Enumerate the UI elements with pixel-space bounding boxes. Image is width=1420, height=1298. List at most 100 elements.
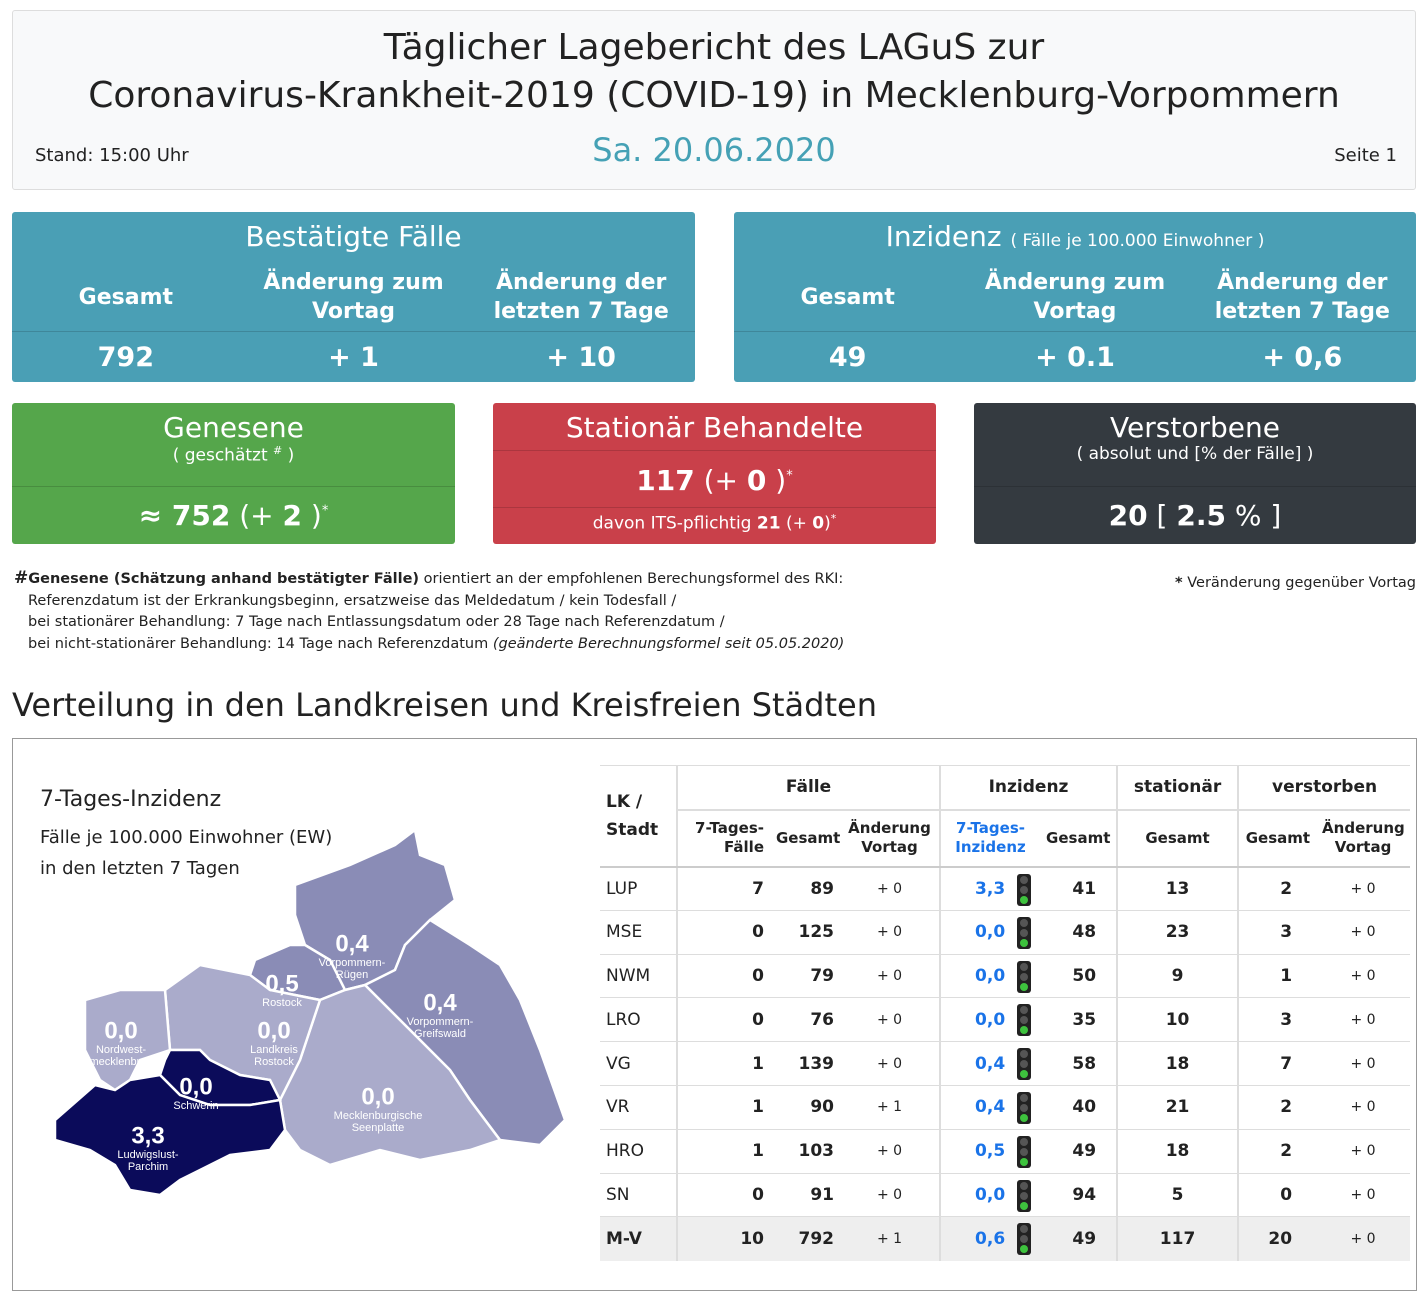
table-cell: 0,0 (939, 997, 1041, 1042)
cell-text: 0 (752, 965, 764, 986)
cell-text: 0,0 (975, 1009, 1006, 1030)
cell-text: 76 (810, 1009, 834, 1030)
region-value: 3,3 (131, 1122, 164, 1149)
cell-text: 79 (810, 965, 834, 986)
header-row: 7-Tages-Fälle Gesamt Änderung Vortag 7-Tage… (600, 809, 1411, 868)
cell-text: + 0 (1350, 1011, 1376, 1028)
traffic-light (1017, 916, 1032, 949)
card-text: ) (824, 513, 831, 534)
region-name: Vorpommern- (319, 957, 386, 969)
cell-text: VG (606, 1053, 631, 1074)
header-row: LK / Stadt Fälle Inzidenz stationär verstorb… (600, 765, 1411, 868)
table-cell: HRO (600, 1129, 677, 1173)
table-cell: 0 (676, 954, 770, 998)
cell-text: 49 (1072, 1141, 1097, 1162)
card: Genesene ( geschätzt # ) ≈ 752 (+ 2 )* (12, 403, 455, 544)
mark: * (786, 468, 793, 484)
cell-text: + 0 (1350, 924, 1376, 941)
cell-text: 18 (1165, 1053, 1190, 1074)
table-cell: SN (600, 1173, 677, 1217)
card-text: ] (1270, 499, 1282, 532)
cell-text: 0,4 (975, 1053, 1006, 1074)
table-cell: 0,4 (939, 1085, 1041, 1130)
cell-text: 58 (1072, 1053, 1097, 1074)
cell-text: 0 (1280, 1184, 1293, 1205)
card-text: (+ (239, 499, 274, 532)
cell-text: 48 (1072, 922, 1097, 943)
header-cell: Fälle (675, 765, 941, 811)
traffic-light-lamp (1020, 928, 1029, 937)
traffic-light (1017, 1004, 1032, 1037)
cell-text: VR (606, 1097, 630, 1118)
card: Stationär Behandelte 117 (+ 0 )* davon I… (493, 403, 936, 544)
table-row: M-V 10 792 + 1 0,6 49 117 20 + 0 (600, 1216, 1411, 1261)
mark: * (321, 503, 329, 519)
cell-text: 2 (1280, 1097, 1293, 1118)
sub-header-cell: Änderung Vortag (840, 809, 941, 868)
footnote: #Genesene (Schätzung anhand bestätigter … (14, 568, 914, 655)
cell-text: 7 (1280, 1053, 1293, 1074)
cell-text: 50 (1072, 965, 1097, 986)
table-cell: VR (600, 1085, 677, 1129)
traffic-light-lamp (1020, 1113, 1029, 1122)
card-subtitle: ( geschätzt (172, 445, 268, 466)
table-cell: 5 (1116, 1173, 1239, 1217)
cell-text: 7 (752, 878, 764, 899)
card-text: davon ITS-pflichtig (592, 513, 752, 534)
cell-text: 1 (752, 1141, 764, 1162)
cell-text: 0 (752, 1009, 764, 1030)
table-cell: + 0 (840, 954, 940, 998)
cell-text: 23 (1165, 922, 1190, 943)
card-value: 2.5 (1176, 499, 1226, 532)
cell-text: 5 (1171, 1184, 1184, 1205)
traffic-light (1017, 1179, 1032, 1212)
table-cell: + 0 (1316, 998, 1410, 1042)
card-subtitle: ( Fälle je 100.000 Einwohner ) (1010, 231, 1265, 251)
card-value: ≈ 752 (138, 499, 231, 532)
sub-header-cell: 7-Tages-Fälle (676, 809, 770, 868)
card-column: Änderung zum Vortag (263, 270, 444, 324)
card-value: + 0.1 (1035, 342, 1115, 373)
table-cell: M-V (600, 1217, 677, 1261)
table-cell: + 1 (840, 1217, 940, 1261)
region-lup (53, 1073, 287, 1197)
table-cell: 49 (1040, 1129, 1117, 1173)
table-cell: LUP (600, 867, 677, 911)
cell-text: 139 (798, 1053, 835, 1074)
mark: # (14, 568, 29, 588)
table-cell: 0,0 (939, 954, 1041, 998)
table-cell: 0 (676, 997, 770, 1042)
page-number: Seite 1 (1334, 145, 1397, 166)
traffic-light-lamp (1020, 1016, 1029, 1025)
region-value: 0,0 (257, 1017, 290, 1044)
region-name: Schwerin (173, 1100, 218, 1112)
cell-text: 9 (1171, 965, 1184, 986)
table-cell: 18 (1116, 1041, 1239, 1086)
table-cell: 21 (1116, 1085, 1239, 1130)
section-title: Verteilung in den Landkreisen und Kreisf… (12, 686, 877, 724)
region-name: Rostock (254, 1056, 294, 1068)
traffic-light (1017, 873, 1032, 906)
cell-text: 10 (740, 1229, 764, 1250)
traffic-light-lamp (1020, 1157, 1029, 1166)
card-value: 49 (828, 342, 867, 373)
mark: * (830, 512, 837, 525)
sub-header-cell: Gesamt (770, 809, 840, 868)
card-subtitle: ( absolut und [% der Fälle] ) (1076, 444, 1314, 464)
table-cell: 23 (1116, 910, 1239, 955)
cell-text: 0,5 (975, 1141, 1006, 1162)
table: LK / Stadt Fälle Inzidenz stationär verstorb… (600, 765, 1411, 1261)
traffic-light-lamp (1020, 1245, 1029, 1254)
cell-text: 13 (1165, 878, 1190, 899)
traffic-light-lamp (1020, 1201, 1029, 1210)
table-cell: 10 (1116, 997, 1239, 1042)
traffic-light-lamp (1020, 885, 1029, 894)
cell-text: + 0 (876, 967, 903, 984)
traffic-light-lamp (1020, 1060, 1029, 1069)
stand: Stand: 15:00 Uhr (35, 145, 189, 166)
card-value: 0 (812, 513, 825, 534)
card-text: [ (1156, 499, 1168, 532)
table-cell: + 0 (1316, 867, 1410, 911)
header-cell: LK / Stadt (600, 765, 677, 868)
cell-text: NWM (606, 965, 651, 986)
